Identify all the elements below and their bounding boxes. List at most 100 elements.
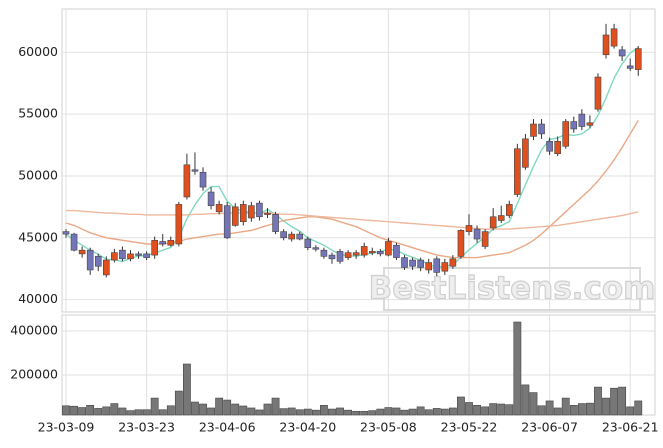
volume-bar	[545, 400, 554, 416]
candle-body	[256, 202, 263, 218]
candle-body	[457, 230, 465, 257]
candle-body	[328, 254, 336, 260]
x-tick-label: 23-06-21	[602, 420, 659, 435]
volume-bar	[561, 397, 570, 416]
volume-bar	[344, 409, 352, 416]
volume-bar	[634, 400, 643, 416]
candle-body	[199, 171, 207, 188]
volume-bar	[481, 406, 490, 416]
candle-body	[320, 249, 328, 257]
candle-body	[78, 249, 86, 255]
volume-bar	[465, 402, 473, 416]
volume-bar	[231, 403, 240, 416]
candle-body	[288, 233, 295, 240]
volume-bar	[585, 402, 594, 416]
volume-bar	[303, 408, 312, 416]
candle-body	[417, 259, 424, 268]
volume-bar	[497, 403, 506, 416]
candle-body	[151, 239, 158, 256]
x-tick-label: 23-03-09	[38, 420, 95, 435]
volume-bar	[489, 403, 498, 416]
candle-body	[296, 233, 304, 240]
candle-body	[368, 251, 376, 254]
candle-body	[586, 122, 594, 126]
volume-bar	[432, 408, 441, 416]
volume-bar	[320, 405, 328, 416]
volume-bar	[473, 405, 481, 416]
candle-body	[240, 204, 247, 223]
candle-body	[86, 249, 94, 271]
volume-bar	[626, 406, 635, 416]
candle-body	[360, 246, 368, 256]
x-tick-label: 23-04-06	[199, 420, 256, 435]
volume-bar	[102, 406, 111, 416]
candle-body	[538, 123, 545, 135]
volume-bar	[295, 409, 304, 416]
volume-bar	[150, 397, 159, 416]
x-tick-label: 23-03-23	[118, 420, 175, 435]
volume-bar	[448, 407, 457, 416]
volume-bar	[223, 399, 232, 416]
y-tick-label: 50000	[18, 167, 58, 182]
candle-body	[70, 233, 78, 251]
candle-body	[441, 262, 449, 272]
candle-body	[377, 251, 384, 255]
y-tick-label: 200000	[10, 367, 58, 382]
candle-body	[610, 28, 618, 47]
volume-bar	[618, 386, 627, 416]
volume-bar	[336, 407, 344, 416]
moving-average-line	[66, 209, 639, 230]
candle-body	[103, 259, 110, 276]
volume-bar	[392, 407, 401, 416]
volume-bar	[537, 405, 546, 416]
candle-body	[159, 241, 167, 245]
candle-body	[578, 113, 586, 127]
candle-body	[215, 204, 223, 213]
candle-body	[135, 253, 142, 256]
volume-bar	[529, 392, 538, 416]
candle-body	[489, 216, 497, 229]
volume-bar	[328, 408, 336, 416]
candle-body	[143, 253, 150, 258]
candle-body	[344, 252, 352, 258]
volume-bar	[408, 408, 417, 416]
y-tick-label: 400000	[10, 323, 58, 338]
volume-bar	[360, 410, 369, 416]
volume-bar	[94, 408, 103, 416]
candle-body	[497, 215, 505, 221]
volume-bar	[191, 401, 199, 416]
x-tick-label: 23-05-22	[441, 420, 498, 435]
volume-bar	[594, 386, 602, 416]
volume-bar	[255, 409, 264, 416]
y-tick-label: 40000	[18, 291, 58, 306]
volume-bar	[602, 397, 610, 416]
volume-bar	[279, 408, 288, 416]
volume-bar	[110, 403, 119, 416]
x-tick-label: 23-05-08	[360, 420, 417, 435]
candle-body	[127, 253, 134, 260]
volume-bar	[78, 407, 87, 416]
volume-bar	[457, 396, 465, 416]
volume-bar	[166, 405, 175, 416]
volume-bar	[199, 403, 207, 416]
volume-bar	[86, 405, 95, 416]
volume-bar	[70, 405, 78, 416]
candle-body	[570, 121, 578, 130]
y-tick-label: 60000	[18, 44, 58, 59]
volume-bar	[384, 407, 393, 416]
candle-body	[183, 164, 191, 198]
volume-bar	[311, 409, 320, 416]
y-tick-label: 55000	[18, 106, 58, 121]
volume-bar	[368, 410, 377, 416]
candle-body	[62, 231, 70, 235]
candle-body	[473, 228, 481, 240]
volume-bar	[183, 363, 191, 416]
volume-bar	[263, 403, 272, 416]
candle-body	[602, 34, 610, 56]
volume-bar	[553, 407, 562, 416]
volume-bar	[400, 409, 409, 416]
candle-body	[594, 76, 602, 110]
candle-body	[207, 191, 215, 206]
candle-body	[119, 249, 126, 260]
